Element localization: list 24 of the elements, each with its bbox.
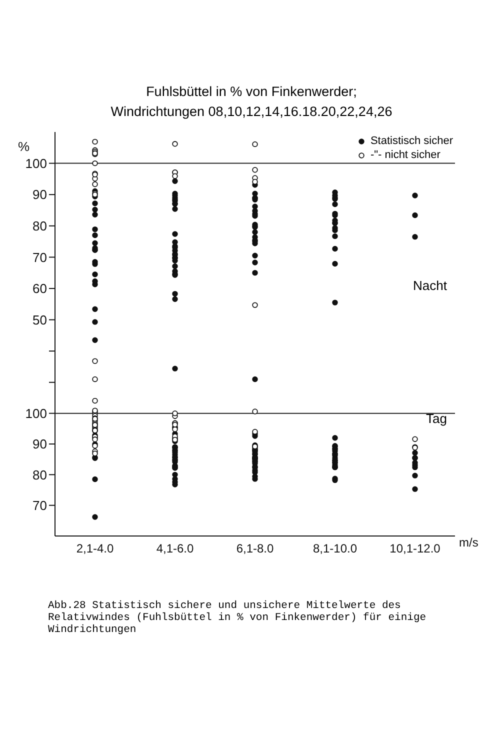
- legend-label: -"- nicht sicher: [370, 148, 440, 162]
- x-tick-label: 4,1-6.0: [156, 542, 194, 556]
- y-tick-label: 100: [25, 156, 47, 171]
- y-tick-label: 80: [32, 218, 47, 234]
- y-tick-label: 60: [32, 281, 47, 296]
- x-axis-title: m/s: [459, 535, 478, 550]
- x-tick-label: 8,1-10.0: [312, 542, 358, 556]
- chart-subtitle: Windrichtungen 08,10,12,14,16.18.20,22,24,26: [110, 104, 394, 119]
- y-tick-label: 90: [32, 436, 47, 452]
- chart-title: Fuhlsbüttel in % von Finkenwerder;: [145, 84, 358, 99]
- y-axis-title: %: [18, 139, 30, 154]
- y-tick-label: 50: [32, 312, 47, 328]
- annotation: Nacht: [413, 278, 447, 294]
- x-tick-label: 10,1-12.0: [390, 542, 441, 556]
- x-tick-label: 6,1-8.0: [236, 542, 274, 556]
- legend-label: Statistisch sicher: [370, 134, 453, 148]
- y-tick-label: 90: [32, 187, 47, 202]
- annotation: Tag: [426, 411, 447, 426]
- y-tick-label: 70: [32, 498, 47, 513]
- y-tick-label: 100: [25, 406, 47, 421]
- x-tick-label: 2,1-4.0: [76, 542, 114, 556]
- y-tick-label: 70: [32, 250, 47, 265]
- y-tick-label: 80: [32, 467, 47, 482]
- caption: Abb.28 Statistisch sichere und unsichere Mittelwerte des Relativwindes (Fuhlsbüttel in % von Finkenwerder) für einige Windrichtungen: [48, 600, 428, 636]
